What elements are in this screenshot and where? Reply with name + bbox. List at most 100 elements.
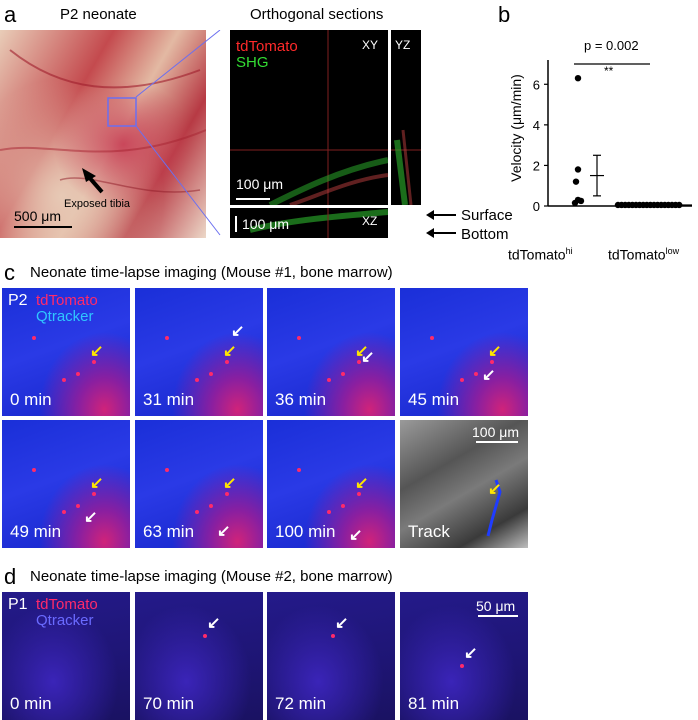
cell-dot (195, 378, 199, 382)
white-arrow-icon: ↙ (231, 323, 245, 340)
scale-xz: 100 μm (242, 216, 289, 232)
arrow-icon (82, 168, 96, 182)
frame-time-label: 0 min (10, 390, 52, 409)
panel-b-label: b (498, 2, 511, 27)
view-xz: XZ (362, 214, 378, 228)
cell-dot (460, 378, 464, 382)
surface-label: Surface (461, 207, 513, 224)
timelapse-frame: 81 min ↙ 50 μm (400, 592, 528, 720)
yellow-arrow-icon: ↙ (223, 343, 237, 360)
timelapse-frame: 70 min ↙ (135, 592, 263, 720)
data-point (577, 197, 585, 205)
view-yz: YZ (395, 38, 411, 52)
timelapse-frame: 0 min ↙ P2 tdTomato Qtracker (2, 288, 130, 416)
yellow-arrow-icon: ↙ (355, 475, 369, 492)
zoom-box (107, 97, 137, 127)
frame-time-label: 63 min (143, 522, 195, 541)
cell-dot (430, 336, 434, 340)
photo-scale: 500 μm (14, 208, 61, 224)
cell-dot (195, 510, 199, 514)
zoom-lines (135, 30, 221, 236)
timelapse-frame: 63 min ↙ ↙ (135, 420, 263, 548)
data-point (571, 199, 579, 207)
data-point (574, 166, 582, 173)
sections-title: Orthogonal sections (250, 6, 384, 23)
panel-c-label: c (4, 260, 15, 285)
frame-time-label: 45 min (408, 390, 460, 409)
legend-qtracker: Qtracker (36, 308, 94, 325)
cell-dot (357, 492, 361, 496)
cell-dot (92, 492, 96, 496)
p-value: p = 0.002 (584, 38, 639, 53)
cell-dot (297, 468, 301, 472)
yellow-arrow-icon: ↙ (355, 343, 369, 360)
timelapse-frame: 36 min ↙ ↙ (267, 288, 395, 416)
photo-vessels (0, 49, 206, 228)
cell-dot (297, 336, 301, 340)
yellow-arrow-icon: ↙ (488, 343, 502, 360)
x-category-low: tdTomatolow (608, 246, 680, 263)
cell-track-path (476, 441, 518, 537)
white-arrow-icon: ↙ (335, 615, 349, 632)
cell-dot (225, 360, 229, 364)
data-point (676, 201, 683, 209)
cell-dot (76, 504, 80, 508)
xz-section-image: XZ 100 μm (230, 208, 388, 238)
yz-section-image: YZ (391, 30, 421, 205)
age-label: P1 (8, 596, 28, 613)
yellow-arrow-icon: ↙ (488, 481, 502, 498)
frame-time-label: 31 min (143, 390, 195, 409)
depth-arrows (426, 210, 456, 238)
timelapse-frame: 49 min ↙ ↙ (2, 420, 130, 548)
timelapse-frame: 31 min ↙ ↙ (135, 288, 263, 416)
frame-time-label: 100 min (275, 522, 336, 541)
timelapse-frame: 0 min P1 tdTomato Qtracker (2, 592, 130, 720)
cell-dot (76, 372, 80, 376)
track-frame: Track ↙ 100 μm (400, 420, 528, 548)
cell-dot (165, 336, 169, 340)
yellow-arrow-icon: ↙ (90, 475, 104, 492)
frame-time-label: 70 min (143, 694, 195, 713)
legend-tdtomato: tdTomato (36, 596, 98, 613)
cell-dot (225, 492, 229, 496)
white-arrow-icon: ↙ (349, 527, 363, 544)
cell-dot (165, 468, 169, 472)
data-point (574, 75, 582, 82)
y-tick-label: 4 (533, 118, 540, 133)
panel-c-title: Neonate time-lapse imaging (Mouse #1, bo… (30, 264, 393, 281)
frame-time-label: Track (408, 522, 450, 541)
cell-dot (327, 510, 331, 514)
frame-time-label: 81 min (408, 694, 460, 713)
scale-xy: 100 μm (236, 176, 283, 192)
data-point (572, 178, 580, 185)
timelapse-frame: 100 min ↙ ↙ (267, 420, 395, 548)
yellow-arrow-icon: ↙ (90, 343, 104, 360)
cell-dot (331, 634, 335, 638)
xy-section-image: tdTomato SHG XY 100 μm (230, 30, 388, 205)
left-arrow-icon (426, 228, 434, 238)
cell-dot (341, 504, 345, 508)
cell-dot (62, 510, 66, 514)
neonate-photo: Exposed tibia 500 μm (0, 30, 206, 238)
photo-annotation: Exposed tibia (64, 198, 131, 210)
white-arrow-icon: ↙ (361, 349, 375, 366)
white-arrow-icon: ↙ (84, 509, 98, 526)
frame-time-label: 72 min (275, 694, 327, 713)
white-arrow-icon: ↙ (207, 615, 221, 632)
white-arrow-icon: ↙ (482, 367, 496, 384)
age-label: P2 (8, 292, 28, 309)
cell-dot (209, 372, 213, 376)
cell-dot (32, 468, 36, 472)
legend-shg: SHG (236, 54, 269, 71)
y-tick-label: 0 (533, 199, 540, 214)
cell-dot (460, 664, 464, 668)
cell-dot (92, 360, 96, 364)
frame-time-label: 36 min (275, 390, 327, 409)
yellow-arrow-icon: ↙ (223, 475, 237, 492)
frame-time-label: 49 min (10, 522, 62, 541)
frame-time-label: 0 min (10, 694, 52, 713)
cell-dot (32, 336, 36, 340)
cell-dot (357, 360, 361, 364)
bottom-label: Bottom (461, 226, 509, 243)
y-axis-label: Velocity (μm/min) (508, 74, 524, 182)
